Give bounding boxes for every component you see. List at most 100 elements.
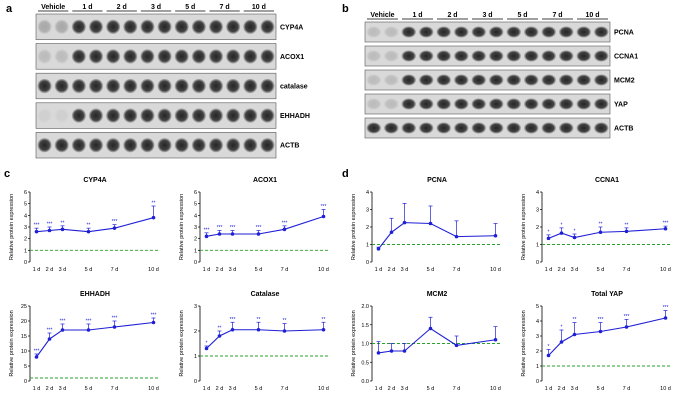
blot-band [88, 78, 104, 94]
blot-band [541, 26, 556, 38]
data-point [428, 326, 433, 331]
blot-band [576, 50, 591, 62]
blot-band [174, 49, 189, 64]
protein-label-actb: ACTB [280, 143, 299, 150]
blot-band [524, 122, 539, 134]
y-tick-label: 15 [21, 334, 27, 340]
significance-label: *** [47, 328, 53, 334]
y-tick-label: 0 [366, 260, 369, 266]
data-point [256, 232, 261, 236]
blot-band [419, 74, 434, 86]
significance-label: *** [256, 225, 262, 231]
significance-label: * [561, 222, 563, 228]
blot-band [106, 138, 121, 153]
y-tick-label: 1 [366, 243, 369, 249]
y-tick-label: 4 [24, 213, 27, 219]
x-tick-label-10-d: 10 d [490, 386, 501, 392]
y-axis-label: Relative protein expression [521, 310, 527, 376]
data-point [256, 327, 261, 332]
y-tick-label: 1.5 [361, 323, 369, 329]
blot-band [243, 138, 258, 153]
blot-band [226, 108, 241, 123]
blot-band [454, 122, 469, 134]
blot-band [123, 78, 138, 94]
blot-band [54, 108, 69, 123]
blot-band [226, 138, 241, 153]
significance-label: *** [624, 314, 630, 320]
significance-label: ** [61, 220, 65, 226]
series-line [36, 217, 154, 233]
blot-band [208, 138, 224, 153]
blot-band [384, 122, 399, 134]
significance-label: *** [34, 349, 40, 355]
blot-band [140, 49, 155, 64]
blot-band [123, 19, 138, 34]
blot-band [208, 78, 224, 94]
y-tick-label: 0 [536, 379, 539, 385]
blot-band [260, 138, 275, 153]
blot-band [401, 26, 416, 38]
data-point [217, 232, 222, 236]
x-tick-label-5-d: 5 d [427, 386, 435, 392]
y-tick-label: 0.0 [361, 379, 369, 385]
x-tick-label-5-d: 5 d [597, 267, 605, 273]
y-tick-label: 10 [21, 349, 27, 355]
blot-band [559, 50, 574, 62]
x-tick-label-3-d: 3 d [229, 267, 237, 273]
x-tick-label-7-d: 7 d [623, 267, 631, 273]
x-tick-label-2-d: 2 d [558, 267, 566, 273]
blot-band [436, 98, 451, 110]
blot-band [226, 78, 241, 94]
chart-title: ACOX1 [253, 177, 277, 184]
data-point [47, 337, 52, 341]
y-tick-label: 0 [24, 260, 27, 266]
blot-band [436, 74, 451, 86]
blot-band [541, 74, 556, 86]
x-tick-label-10-d: 10 d [148, 267, 159, 273]
data-point [493, 337, 498, 342]
blot-band [174, 78, 189, 94]
protein-label-mcm2: MCM2 [614, 78, 635, 85]
data-point [282, 227, 287, 232]
y-tick-label: 4 [194, 213, 197, 219]
blot-band [37, 138, 52, 153]
data-point [47, 228, 52, 233]
y-tick-label: 2 [536, 225, 539, 231]
y-axis-label: Relative protein expression [521, 194, 527, 260]
y-tick-label: 5 [536, 304, 539, 310]
protein-label-acox1: ACOX1 [280, 54, 304, 61]
blot-band [366, 74, 381, 86]
x-tick-label-7-d: 7 d [623, 386, 631, 392]
lane-label-1-d: 1 d [82, 4, 92, 11]
blot-band [174, 108, 189, 123]
lane-label-10-d: 10 d [252, 4, 266, 11]
data-point [598, 329, 603, 334]
blot-band [454, 50, 469, 62]
blot-band [594, 50, 609, 62]
western-blot-a: Vehicle 1 d 2 d 3 d 5 d 7 d 10 d CYP4A ACOX1 cata… [35, 4, 310, 159]
y-tick-label: 6 [194, 190, 197, 196]
blot-band [471, 74, 486, 86]
data-point [624, 229, 629, 234]
data-point [402, 349, 407, 353]
blot-band [88, 138, 104, 153]
blot-band [506, 26, 521, 38]
blot-band [191, 49, 206, 64]
y-tick-label: 2 [536, 349, 539, 355]
data-point [376, 247, 381, 251]
y-tick-label: 3 [536, 334, 539, 340]
data-point [60, 227, 65, 232]
blot-band [366, 50, 381, 62]
blot-band [191, 19, 206, 34]
y-tick-label: 4 [536, 319, 539, 325]
data-point [559, 231, 564, 235]
blot-band [471, 50, 486, 62]
data-point [151, 215, 156, 220]
blot-band [419, 98, 434, 110]
blot-band [506, 98, 521, 110]
x-tick-label-1-d: 1 d [545, 386, 553, 392]
blot-band [123, 108, 138, 123]
blot-band [366, 98, 381, 110]
significance-label: *** [112, 316, 118, 322]
blot-band [260, 19, 275, 34]
